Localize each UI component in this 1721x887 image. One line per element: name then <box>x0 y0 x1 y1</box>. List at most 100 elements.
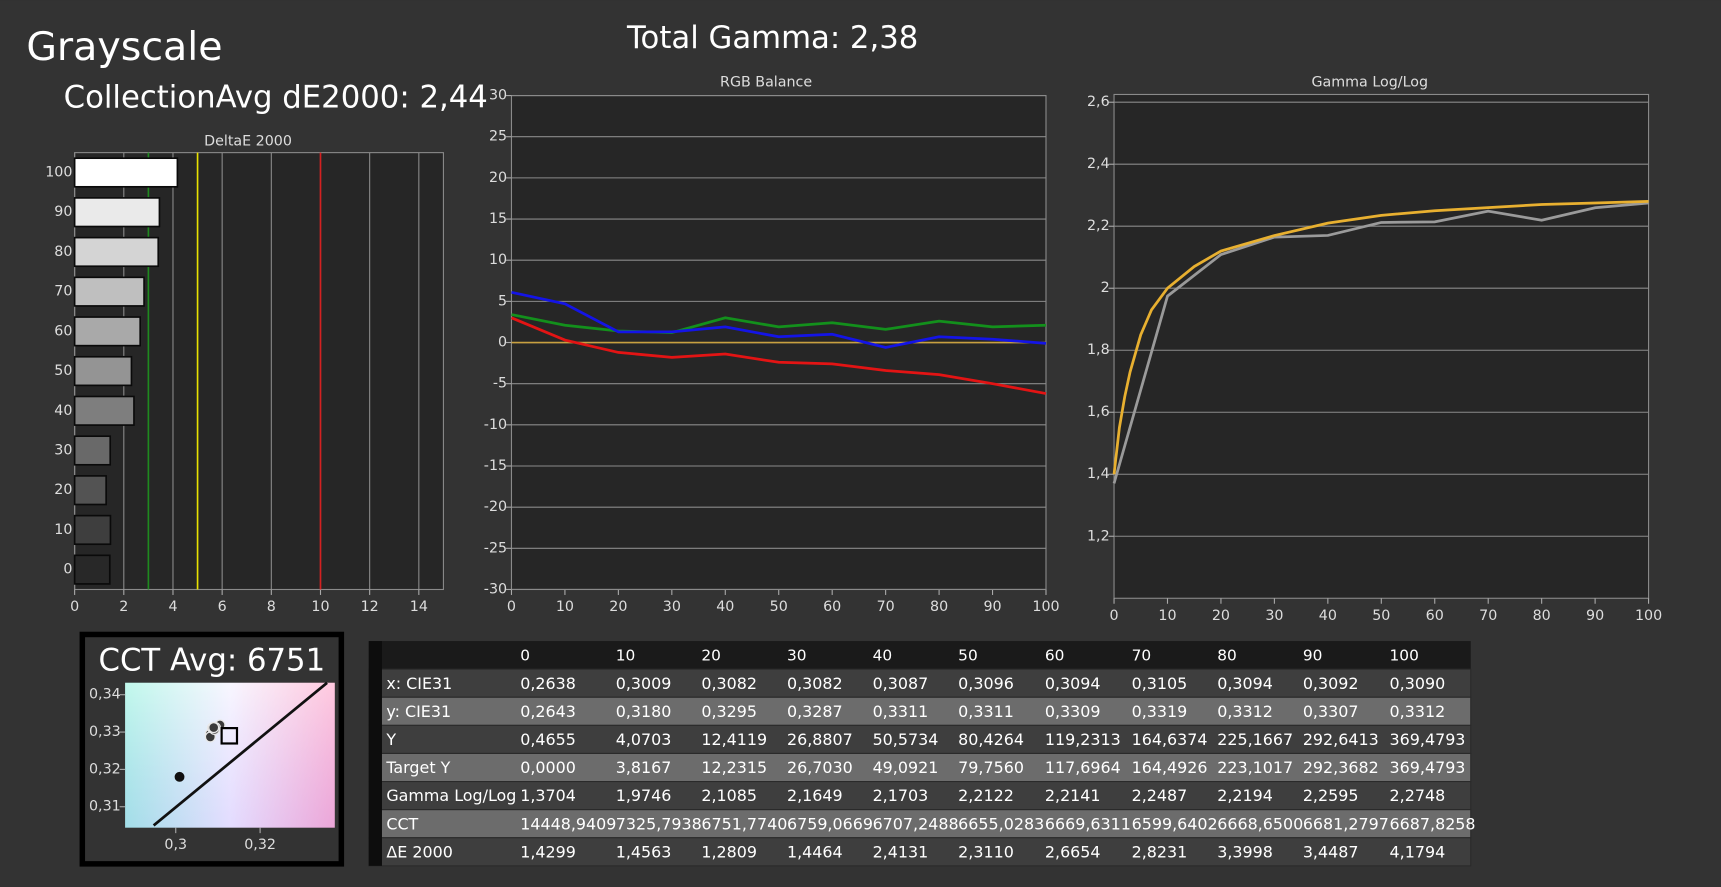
table-cell: 2,1085 <box>701 786 757 805</box>
measured-point <box>174 771 185 782</box>
table-header-cell: 40 <box>873 647 893 665</box>
table-header-bg <box>368 641 1471 670</box>
series-line <box>1112 200 1649 475</box>
y-tick-label: 0,32 <box>89 761 121 777</box>
y-tick-label: 0,34 <box>89 687 121 703</box>
x-tick-label: 80 <box>930 599 948 615</box>
table-cell: 3,8167 <box>616 758 672 777</box>
cie-gamut-shade <box>125 682 335 828</box>
x-tick-label: 0,3 <box>164 837 187 853</box>
table-cell: 0,3105 <box>1132 674 1188 693</box>
x-tick-label: 50 <box>770 599 788 615</box>
x-tick-label: 90 <box>983 599 1001 615</box>
table-cell: 6751,7740 <box>701 814 787 833</box>
table-cell: 1,3704 <box>520 786 576 805</box>
table-header-cell: 70 <box>1132 647 1152 665</box>
table-header-cell: 60 <box>1045 647 1065 665</box>
table-cell: 26,7030 <box>787 758 853 777</box>
x-tick-label: 70 <box>1479 608 1497 624</box>
series-line <box>511 313 1047 335</box>
x-tick-label: 50 <box>1372 608 1390 624</box>
bar <box>73 395 135 426</box>
table-cell: 2,1649 <box>787 786 843 805</box>
measured-point <box>208 721 220 734</box>
y-tick-label: 0,33 <box>89 724 121 740</box>
table-cell: 2,6654 <box>1045 842 1101 861</box>
table-cell: 80,4264 <box>958 730 1024 749</box>
y-tick-label: 20 <box>489 170 507 186</box>
table-cell: 4,1794 <box>1390 842 1446 861</box>
category-label: 40 <box>54 403 72 419</box>
table-cell: 1,4299 <box>520 842 576 861</box>
table-cell: 0,3094 <box>1217 674 1273 693</box>
y-tick-label: 0 <box>498 335 507 351</box>
table-cell: 6707,2488 <box>873 814 959 833</box>
table-cell: 0,3311 <box>873 702 929 721</box>
bar <box>73 316 141 347</box>
series-line <box>511 290 1047 349</box>
table-cell: 6669,6311 <box>1045 814 1131 833</box>
x-tick-label: 12 <box>361 599 379 615</box>
table-header-cell: 50 <box>958 647 978 665</box>
bar <box>73 554 111 585</box>
target-point <box>220 727 239 745</box>
x-tick-label: 40 <box>716 599 734 615</box>
table-cell: 2,2748 <box>1390 786 1446 805</box>
table-cell: 369,4793 <box>1390 730 1466 749</box>
y-tick-label: 2,6 <box>1087 94 1110 110</box>
table-cell: 0,2643 <box>520 702 576 721</box>
table-cell: 0,3096 <box>958 674 1014 693</box>
table-cell: 0,0000 <box>520 758 576 777</box>
table-cell: 0,3090 <box>1390 674 1446 693</box>
table-cell: 12,4119 <box>701 730 767 749</box>
y-tick-label: -15 <box>484 458 507 474</box>
table-cell: 0,2638 <box>520 674 576 693</box>
table-cell: 26,8807 <box>787 730 853 749</box>
table-cell: 0,3319 <box>1132 702 1188 721</box>
table-cell: 3,3998 <box>1217 842 1273 861</box>
table-cell: 6681,2797 <box>1303 814 1389 833</box>
y-tick-label: 10 <box>489 252 507 268</box>
table-cell: 0,4655 <box>520 730 576 749</box>
y-tick-label: -20 <box>484 499 507 515</box>
table-cell: 6687,8258 <box>1390 814 1476 833</box>
table-cell: 6759,0669 <box>787 814 873 833</box>
y-tick-label: 1,6 <box>1087 404 1110 420</box>
table-cell: y: CIE31 <box>386 702 451 721</box>
table-cell: 2,4131 <box>873 842 929 861</box>
planckian-locus <box>152 681 328 827</box>
table-cell: 0,3082 <box>787 674 843 693</box>
total-gamma: Total Gamma: 2,38 <box>626 20 918 56</box>
y-tick-label: 5 <box>498 293 507 309</box>
table-cell: 2,8231 <box>1132 842 1188 861</box>
table-cell: 2,1703 <box>873 786 929 805</box>
table-cell: 12,2315 <box>701 758 767 777</box>
table-cell: 369,4793 <box>1390 758 1466 777</box>
category-label: 80 <box>54 244 72 260</box>
table-cell: 0,3180 <box>616 702 672 721</box>
category-label: 70 <box>54 284 72 300</box>
x-tick-label: 30 <box>663 599 681 615</box>
x-tick-label: 10 <box>1158 608 1176 624</box>
table-cell: 1,2809 <box>701 842 757 861</box>
category-label: 60 <box>54 323 72 339</box>
category-label: 0 <box>63 562 72 578</box>
x-tick-label: 100 <box>1032 599 1059 615</box>
table-cell: 2,3110 <box>958 842 1014 861</box>
table-header-cell: 10 <box>616 647 636 665</box>
table-cell: 0,3312 <box>1217 702 1273 721</box>
table-cell: 2,2141 <box>1045 786 1101 805</box>
y-tick-label: 2,4 <box>1087 156 1110 172</box>
y-tick-label: 25 <box>489 129 507 145</box>
table-cell: 119,2313 <box>1045 730 1121 749</box>
table-cell: 6668,6500 <box>1217 814 1303 833</box>
bar <box>73 276 145 307</box>
table-cell: 0,3312 <box>1390 702 1446 721</box>
table-left-bar <box>368 641 382 866</box>
y-tick-label: -5 <box>493 376 507 392</box>
series-line <box>510 316 1047 395</box>
x-tick-label: 30 <box>1265 608 1283 624</box>
x-tick-label: 80 <box>1533 608 1551 624</box>
x-tick-label: 10 <box>556 599 574 615</box>
x-tick-label: 0,32 <box>244 837 276 853</box>
